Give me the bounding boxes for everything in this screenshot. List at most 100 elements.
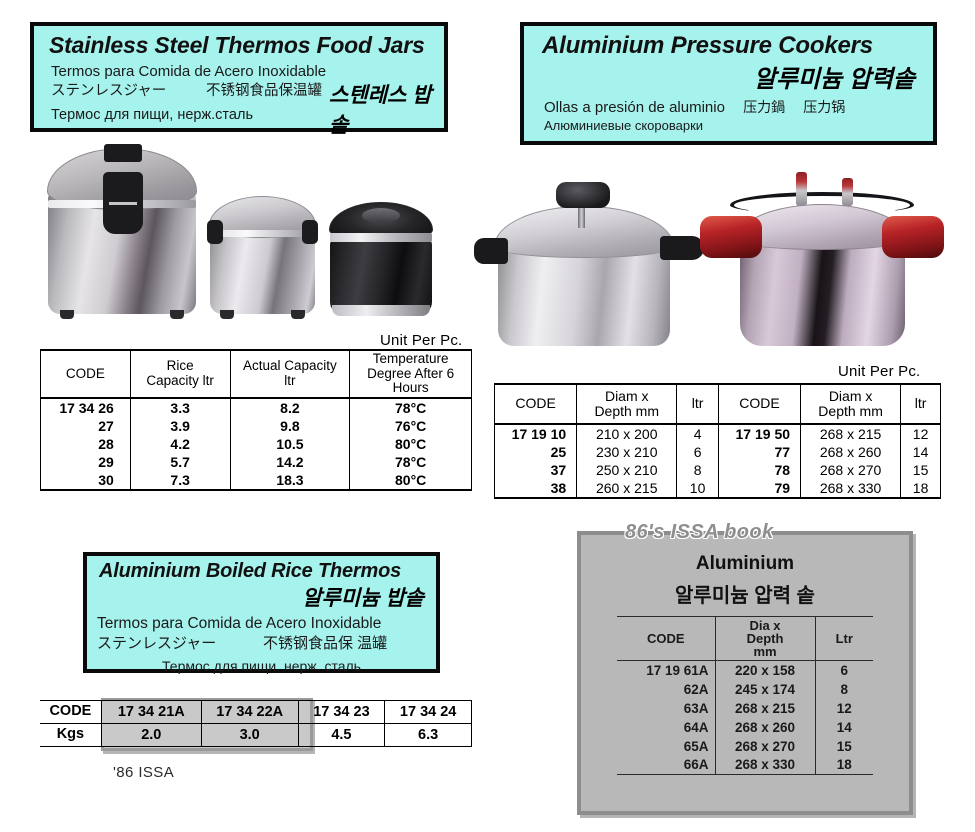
- cell-ltr-left: 10: [676, 479, 719, 499]
- cell-rice: 4.2: [130, 435, 231, 453]
- table-row: 37 250 x 210 8 78 268 x 270 15: [493, 461, 941, 479]
- issa-panel-title: Aluminium: [695, 553, 795, 574]
- banner-title-cookers: Aluminium Pressure Cookers: [542, 32, 873, 59]
- cell-code-left: 38: [493, 479, 578, 499]
- cooker-handle-right: [882, 216, 944, 258]
- cell-dim-left: 210 x 200: [576, 424, 678, 443]
- cell-rice: 5.7: [130, 453, 231, 471]
- banner-subtitle-russian-cookers: Алюминиевые скороварки: [544, 117, 704, 133]
- banner-subtitle-japanese-rice: ステンレスジャー: [97, 635, 217, 653]
- cooker-lid-clamp-bar: [730, 192, 914, 214]
- cell-ltr: 6: [840, 662, 848, 678]
- banner-title-korean-cookers: 알루미늄 압력솥: [753, 66, 915, 94]
- cell-code: 17 19 61A: [617, 660, 716, 680]
- cell-dim-right: 268 x 260: [800, 443, 902, 461]
- cell-weight-4: 6.3: [384, 723, 472, 747]
- table-row: 64A 268 x 260 14: [617, 717, 873, 737]
- col-header-dia-line3: mm: [753, 644, 777, 660]
- banner-title-thermos: Stainless Steel Thermos Food Jars: [49, 32, 425, 58]
- cooker-pot-body: [498, 248, 670, 346]
- banner-title-korean-rice: 알루미늄 밥솥: [302, 587, 424, 610]
- cell-weight-2: 3.0: [200, 723, 299, 747]
- col-header-code-left: CODE: [493, 383, 578, 425]
- banner-stainless-steel-thermos-food-jars: Stainless Steel Thermos Food Jars Termos…: [30, 22, 448, 137]
- cell-code: 62A: [617, 679, 716, 699]
- banner-subtitle-chinese-thermos: 不锈钢食品保温罐: [206, 82, 322, 99]
- table-header-row: CODE Dia x Depth mm Ltr: [617, 616, 873, 661]
- cell-actual: 9.8: [230, 417, 351, 435]
- cell-actual: 8.2: [230, 398, 351, 417]
- banner-aluminium-pressure-cookers: Aluminium Pressure Cookers 알루미늄 압력솥 Olla…: [520, 22, 937, 145]
- cooker-handle-right: [660, 236, 704, 260]
- cell-dim: 268 x 330: [715, 755, 816, 775]
- cell-code-right: 77: [718, 443, 802, 461]
- col-header-actual-line1: Actual Capacity: [243, 358, 337, 374]
- jar-foot-left: [60, 310, 74, 319]
- table-row: 17 34 26 3.3 8.2 78°C: [40, 398, 472, 417]
- issa-book-label: 86's ISSA book: [625, 521, 774, 543]
- banner-subtitle-row-cookers: Ollas a presión de aluminio 压力鍋 压力锅: [544, 99, 923, 117]
- cell-weight-3: 4.5: [297, 723, 386, 747]
- jar-body: [330, 238, 432, 314]
- table-thermos-specifications: CODE Rice Capacity ltr Actual Capacity l…: [40, 349, 472, 491]
- jar-rim-ring: [210, 230, 315, 237]
- row-header-kgs: Kgs: [40, 723, 102, 747]
- cell-code: 64A: [617, 717, 716, 737]
- cell-code: 65A: [617, 736, 716, 756]
- table-issa-aluminium-pressure-cookers: CODE Dia x Depth mm Ltr 17 19 61A 220 x …: [617, 616, 873, 775]
- cooker-pressure-valve-secondary: [842, 178, 853, 206]
- banner-aluminium-boiled-rice-thermos: Aluminium Boiled Rice Thermos 알루미늄 밥솥 Te…: [83, 552, 440, 675]
- table-row-codes: CODE 17 34 21A 17 34 22A 17 34 23 17 34 …: [40, 700, 472, 724]
- banner-title-rice: Aluminium Boiled Rice Thermos: [99, 560, 402, 582]
- cell-dim: 268 x 215: [715, 698, 816, 718]
- jar-foot-right: [170, 310, 184, 319]
- cell-temp: 80°C: [349, 471, 472, 491]
- cell-code-left: 17 19 10: [493, 424, 578, 443]
- cell-ltr: 8: [840, 681, 848, 697]
- cell-ltr-left: 4: [676, 424, 719, 443]
- row-header-code: CODE: [40, 700, 102, 724]
- cell-code-right: 17 19 50: [718, 424, 802, 443]
- cooker-pot-body: [740, 236, 905, 346]
- banner-subtitle-spanish-cookers: Ollas a presión de aluminio: [544, 99, 725, 117]
- table-row: 65A 268 x 270 15: [617, 736, 873, 756]
- cell-ltr: 12: [836, 700, 852, 716]
- cell-dim-right: 268 x 270: [800, 461, 902, 479]
- product-image-purple-pressure-cooker: [700, 160, 944, 346]
- cell-dim-left: 230 x 210: [576, 443, 678, 461]
- product-image-large-stainless-jar: [46, 144, 198, 319]
- banner-asian-row-rice: ステンレスジャー 不锈钢食品保 温罐: [95, 633, 428, 657]
- cell-ltr-left: 8: [676, 461, 719, 479]
- col-header-code: CODE: [40, 349, 131, 399]
- product-photo-group-thermos-jars: [40, 136, 460, 336]
- cooker-lid-knob: [556, 182, 610, 208]
- banner-subtitle-russian-thermos: Термос для пищи, нерж.сталь: [51, 106, 253, 123]
- banner-subtitle-korean-thermos: 스텐레스 밥솥: [329, 83, 432, 137]
- col-header-ltr-right: ltr: [900, 383, 941, 425]
- cell-dim: 245 x 174: [715, 679, 816, 699]
- table-row: 63A 268 x 215 12: [617, 698, 873, 718]
- table-row: 17 19 61A 220 x 158 6: [617, 660, 873, 680]
- table-row: 17 19 10 210 x 200 4 17 19 50 268 x 215 …: [493, 424, 941, 443]
- issa-source-note: '86 ISSA: [113, 764, 175, 781]
- col-header-actual-line2: ltr: [284, 373, 296, 388]
- table-pressure-cooker-specifications: CODE Diam x Depth mm ltr CODE Diam x Dep…: [493, 383, 941, 499]
- cell-code: 66A: [617, 755, 716, 775]
- cell-code: 27: [40, 417, 131, 435]
- col-header-diam-right-line2: Depth mm: [818, 403, 883, 419]
- banner-subtitle-russian-rice: Термос для пищи, нерж. сталь: [162, 658, 361, 675]
- cell-dim-right: 268 x 215: [800, 424, 902, 443]
- col-header-dia-line2: Depth: [746, 630, 784, 646]
- cell-ltr-left: 6: [676, 443, 719, 461]
- panel-issa-book-reference: Aluminium 알루미늄 압력 솥 CODE Dia x Depth mm …: [577, 531, 913, 815]
- jar-rim-ring: [330, 233, 432, 242]
- jar-foot-left: [220, 310, 234, 319]
- col-header-diam-left-line1: Diam x: [604, 387, 649, 404]
- col-header-rice-line1: Rice: [166, 358, 194, 374]
- col-header-dia-line1: Dia x: [749, 617, 781, 633]
- jar-side-handle-right: [302, 220, 318, 244]
- table-row: 66A 268 x 330 18: [617, 755, 873, 775]
- cell-code-2: 17 34 22A: [200, 700, 299, 724]
- cell-ltr: 18: [815, 755, 873, 775]
